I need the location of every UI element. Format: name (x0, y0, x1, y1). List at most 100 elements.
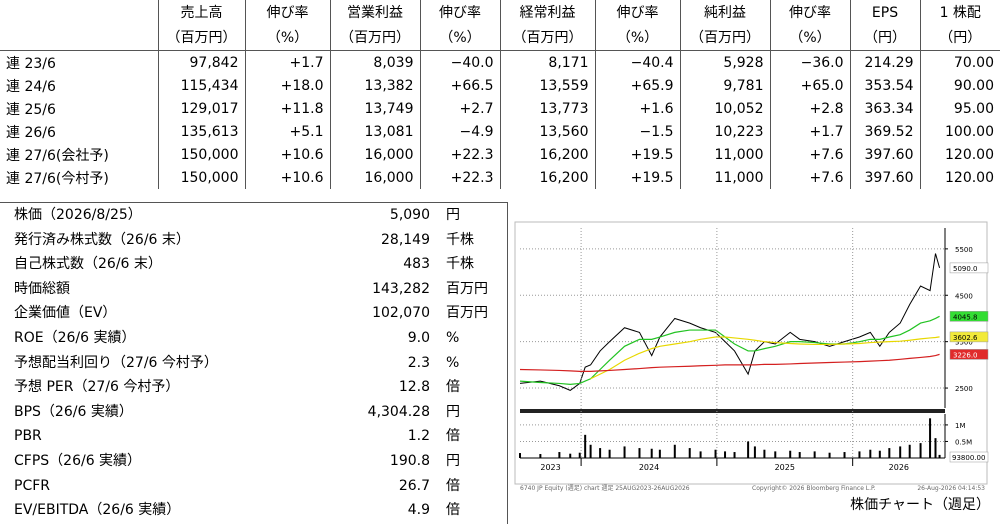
number-cell: 16,200 (499, 143, 595, 166)
volume-bar (828, 452, 831, 458)
stat-value: 5,090 (389, 207, 430, 223)
number-cell: 16,000 (329, 166, 420, 189)
number-cell: 8,171 (499, 50, 595, 74)
volume-bar (733, 452, 736, 458)
number-cell: 150,000 (157, 166, 245, 189)
number-cell: +19.5 (594, 143, 680, 166)
volume-bar (798, 452, 801, 458)
value-tag (949, 262, 989, 274)
number-cell: −40.0 (419, 50, 500, 74)
volume-bar (888, 448, 891, 458)
price-line (519, 315, 940, 385)
stat-value: 483 (403, 256, 430, 273)
stat-label: 企業価値（EV） (14, 305, 117, 322)
stat-row: CFPS（26/6 実績） 190.8 円 (0, 449, 508, 474)
period-cell: 連 23/6 (0, 50, 158, 74)
header-row: 売上高 伸び率 営業利益 伸び率 経常利益 伸び率 純利益 伸び率 EPS 1 株配 (0, 0, 1000, 25)
number-cell: −1.5 (594, 120, 680, 143)
number-cell: 363.34 (849, 97, 920, 120)
number-cell: +1.7 (244, 50, 330, 74)
number-cell: +65.9 (594, 74, 680, 97)
number-cell: 13,749 (329, 97, 420, 120)
stat-unit: 倍 (446, 477, 460, 494)
header-cell: EPS (849, 0, 920, 25)
number-cell: +7.6 (769, 143, 850, 166)
header-cell: 純利益 (679, 0, 770, 25)
header-cell: （円） (849, 25, 920, 51)
volume-bar (589, 444, 592, 458)
source-left: 6740 JP Equity (週足) chart 週足 25AUG2023-2… (520, 484, 690, 492)
value-tag (949, 451, 989, 463)
number-cell: 353.54 (849, 74, 920, 97)
stat-row: EV/EBITDA（26/6 実績） 4.9 倍 (0, 498, 508, 523)
volume-bar (843, 452, 846, 458)
header-cell: 伸び率 (769, 0, 850, 25)
stat-row: 企業価値（EV） 102,070 百万円 (0, 301, 508, 326)
stats-panel: 株価（2026/8/25） 5,090 円発行済み株式数（26/6 末） 28,149… (0, 202, 508, 524)
number-cell: 16,000 (329, 143, 420, 166)
header-cell: 伸び率 (594, 0, 680, 25)
header-cell: （百万円） (329, 25, 420, 51)
stat-label: PBR (14, 428, 42, 445)
volume-bar (869, 449, 872, 458)
number-cell: 135,613 (157, 120, 245, 143)
volume-bar (899, 446, 902, 458)
period-cell: 連 27/6(会社予) (6, 147, 109, 164)
value-tag (949, 349, 989, 360)
x-tick-label: 2025 (775, 463, 795, 472)
stat-label: BPS（26/6 実績） (14, 403, 133, 420)
price-line (519, 353, 940, 372)
stat-row: ROE（26/6 実績） 9.0% (0, 326, 508, 351)
number-cell: 13,773 (499, 97, 595, 120)
stat-unit: % (446, 330, 460, 346)
number-cell: 397.60 (849, 166, 920, 189)
value-tag-label: 4045.8 (953, 313, 978, 321)
value-tag-label: 93800.00 (952, 454, 985, 462)
header-cell: 伸び率 (419, 0, 500, 25)
period-cell: 連 27/6(今村予) (6, 170, 109, 187)
stat-label: 予想 PER（27/6 今村予） (14, 379, 180, 396)
number-cell: +2.8 (769, 97, 850, 120)
stat-row: 株価（2026/8/25） 5,090 円 (0, 203, 508, 228)
stat-unit: 百万円 (446, 280, 488, 297)
header-row: （百万円） （%） （百万円） （%） （百万円） （%） （百万円） （%） （円） （円） (0, 25, 1000, 51)
y-tick-label: 4500 (955, 292, 973, 300)
number-cell: 115,434 (157, 74, 245, 97)
y-tick-label: 5500 (955, 246, 973, 254)
stat-row: 自己株式数（26/6 末） 483 千株 (0, 252, 508, 277)
volume-bar (908, 444, 911, 458)
stat-unit: 千株 (446, 231, 474, 248)
panel-separator (520, 409, 945, 413)
volume-bar (519, 453, 521, 458)
stat-label: 自己株式数（26/6 末） (14, 256, 162, 273)
data-row: 連 25/6 129,017 +11.8 13,749 +2.7 13,773 +1.6 10… (0, 97, 1000, 120)
data-row: 連 27/6(会社予) 150,000 +10.6 16,000 +22.3 16,200… (0, 143, 1000, 166)
stat-unit: 倍 (446, 502, 460, 519)
number-cell: 90.00 (919, 74, 1000, 97)
number-cell: 9,781 (679, 74, 770, 97)
stat-value: 190.8 (389, 453, 430, 469)
stat-row: PCFR 26.7 倍 (0, 474, 508, 499)
period-cell: 連 26/6 (6, 124, 56, 141)
value-tag (949, 331, 989, 343)
x-tick-label: 2024 (639, 463, 659, 472)
number-cell: 13,081 (329, 120, 420, 143)
stat-unit: 円 (446, 453, 460, 469)
volume-bar (578, 452, 581, 458)
volume-bar (878, 450, 881, 458)
number-cell: +10.6 (244, 166, 330, 189)
number-cell: +65.0 (769, 74, 850, 97)
stat-unit: % (446, 354, 460, 371)
volume-bar (747, 441, 750, 458)
header-cell: 伸び率 (244, 0, 330, 25)
number-cell: +22.3 (419, 166, 500, 189)
volume-bar (599, 448, 602, 458)
header-cell: （%） (419, 25, 500, 51)
volume-bar (789, 450, 792, 458)
header-cell: （%） (769, 25, 850, 51)
period-cell: 連 24/6 (6, 78, 56, 95)
header-cell: （%） (244, 25, 330, 51)
